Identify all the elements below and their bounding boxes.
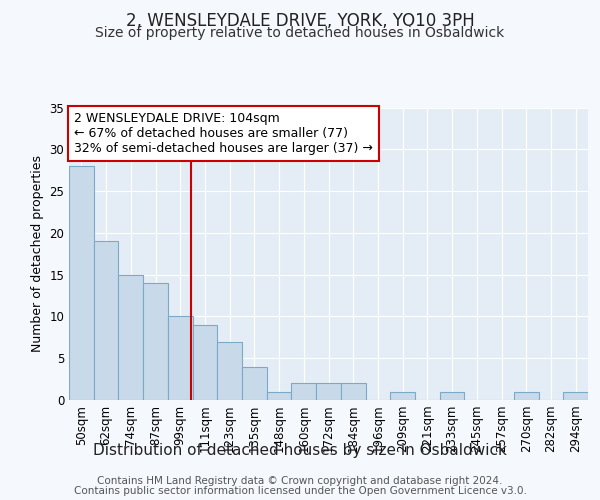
- Text: Distribution of detached houses by size in Osbaldwick: Distribution of detached houses by size …: [93, 442, 507, 458]
- Bar: [168, 316, 193, 400]
- Text: Size of property relative to detached houses in Osbaldwick: Size of property relative to detached ho…: [95, 26, 505, 40]
- Bar: [316, 384, 341, 400]
- Bar: [217, 342, 242, 400]
- Text: 2 WENSLEYDALE DRIVE: 104sqm
← 67% of detached houses are smaller (77)
32% of sem: 2 WENSLEYDALE DRIVE: 104sqm ← 67% of det…: [74, 112, 373, 155]
- Bar: [267, 392, 292, 400]
- Y-axis label: Number of detached properties: Number of detached properties: [31, 155, 44, 352]
- Bar: [341, 384, 365, 400]
- Bar: [193, 325, 217, 400]
- Text: Contains HM Land Registry data © Crown copyright and database right 2024.: Contains HM Land Registry data © Crown c…: [97, 476, 503, 486]
- Bar: [69, 166, 94, 400]
- Bar: [242, 366, 267, 400]
- Bar: [390, 392, 415, 400]
- Bar: [514, 392, 539, 400]
- Bar: [563, 392, 588, 400]
- Bar: [94, 241, 118, 400]
- Bar: [118, 274, 143, 400]
- Text: Contains public sector information licensed under the Open Government Licence v3: Contains public sector information licen…: [74, 486, 526, 496]
- Bar: [143, 283, 168, 400]
- Text: 2, WENSLEYDALE DRIVE, YORK, YO10 3PH: 2, WENSLEYDALE DRIVE, YORK, YO10 3PH: [125, 12, 475, 30]
- Bar: [292, 384, 316, 400]
- Bar: [440, 392, 464, 400]
